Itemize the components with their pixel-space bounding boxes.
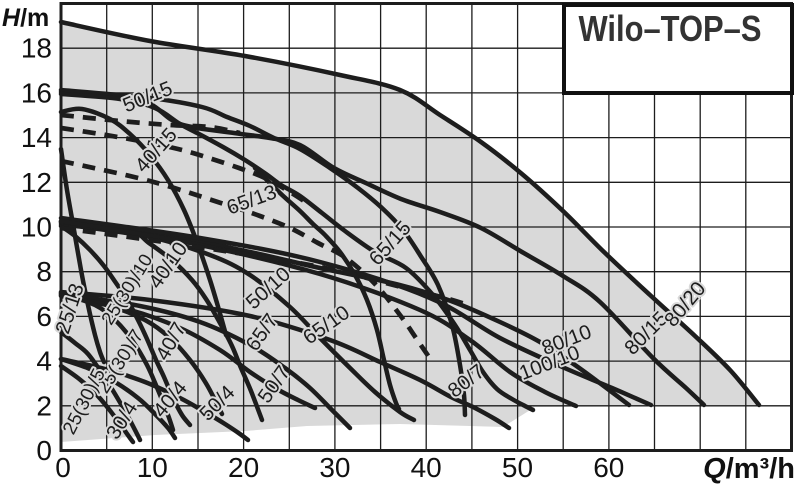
svg-text:18: 18: [21, 33, 52, 64]
svg-text:50: 50: [502, 452, 533, 483]
svg-text:0: 0: [36, 435, 52, 466]
svg-text:14: 14: [21, 122, 52, 153]
svg-text:H/m: H/m: [2, 4, 49, 32]
svg-text:Wilo–TOP–S: Wilo–TOP–S: [579, 8, 762, 49]
svg-text:0: 0: [55, 452, 71, 483]
svg-text:20: 20: [228, 452, 259, 483]
svg-text:12: 12: [21, 167, 52, 198]
svg-text:60: 60: [593, 452, 624, 483]
svg-text:Q/m³/h: Q/m³/h: [703, 453, 795, 485]
svg-text:16: 16: [21, 77, 52, 108]
svg-text:10: 10: [137, 452, 168, 483]
svg-text:6: 6: [36, 301, 52, 332]
svg-text:4: 4: [36, 346, 52, 377]
svg-text:30: 30: [319, 452, 350, 483]
svg-text:10: 10: [21, 212, 52, 243]
svg-text:8: 8: [36, 256, 52, 287]
svg-text:2: 2: [36, 390, 52, 421]
svg-text:40: 40: [411, 452, 442, 483]
